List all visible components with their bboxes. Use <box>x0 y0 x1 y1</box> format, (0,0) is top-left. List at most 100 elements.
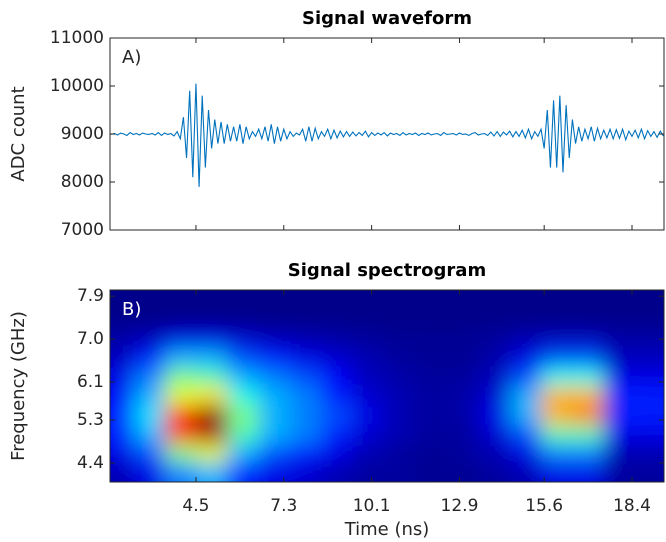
y-axis-label: Frequency (GHz) <box>8 311 29 461</box>
heat-cell <box>415 367 447 387</box>
heat-cell <box>133 367 165 387</box>
heat-cell <box>258 424 291 444</box>
heat-cell <box>321 367 353 387</box>
waveform-line <box>111 83 664 187</box>
heat-cell <box>572 290 604 330</box>
heat-cell <box>227 290 259 330</box>
heat-cell <box>227 348 259 368</box>
heat-cell <box>195 424 228 444</box>
heat-cell <box>258 405 291 425</box>
x-tick-label: 12.9 <box>441 496 479 516</box>
heat-cell <box>541 424 573 444</box>
heat-cell <box>572 329 604 349</box>
heat-cell <box>572 348 604 368</box>
heat-cell <box>258 386 291 406</box>
heat-cell <box>352 348 385 368</box>
spectrogram <box>110 290 664 482</box>
heat-cell <box>352 424 385 444</box>
heat-cell <box>572 424 604 444</box>
heat-cell <box>478 405 510 425</box>
heat-cell <box>164 386 196 406</box>
heat-cell <box>164 405 196 425</box>
heat-cell <box>352 329 385 349</box>
heat-cell <box>290 367 322 387</box>
heat-cell <box>227 405 259 425</box>
y-tick-label: 5.3 <box>77 410 104 430</box>
heat-cell <box>227 329 259 349</box>
heat-cell <box>258 443 291 463</box>
heat-cell <box>478 386 510 406</box>
heat-cell <box>603 290 664 330</box>
heat-cell <box>603 329 664 349</box>
heat-cell <box>258 348 291 368</box>
panel: 4.5 7.3 10.1 12.9 15.6 18.4 4.4 5.3 6.1 7.0 7.9 Sig… <box>8 260 665 540</box>
heat-cell <box>352 405 385 425</box>
heat-cell <box>415 348 447 368</box>
heat-cell <box>290 329 322 349</box>
heat-cell <box>195 329 228 349</box>
heat-cell <box>509 348 542 368</box>
heat-cell <box>603 405 664 425</box>
heat-cell <box>133 348 165 368</box>
heat-cell <box>195 367 228 387</box>
x-tick-label: 15.6 <box>525 496 563 516</box>
heat-cell <box>352 386 385 406</box>
heat-cell <box>384 443 416 463</box>
axes-box <box>109 37 665 231</box>
heat-cell <box>321 386 353 406</box>
heat-cell <box>603 424 664 444</box>
heat-cell <box>133 443 165 463</box>
heat-cell <box>352 290 385 330</box>
heat-cell <box>133 405 165 425</box>
heat-cell <box>541 367 573 387</box>
heat-cell <box>572 405 604 425</box>
heat-cell <box>321 424 353 444</box>
heat-cell <box>603 443 664 463</box>
y-tick-label: 4.4 <box>77 453 104 473</box>
heat-cell <box>478 424 510 444</box>
heat-cell <box>384 386 416 406</box>
heat-cell <box>321 443 353 463</box>
axes-box <box>109 289 665 483</box>
heat-cell <box>478 443 510 463</box>
heat-cell <box>478 367 510 387</box>
heat-cell <box>290 348 322 368</box>
heat-cell <box>352 367 385 387</box>
y-tick-label: 7.9 <box>77 286 104 306</box>
heat-cell <box>509 367 542 387</box>
heat-cell <box>384 348 416 368</box>
heat-cell <box>446 348 479 368</box>
heat-cell <box>195 348 228 368</box>
heat-cell <box>446 367 479 387</box>
heat-cell <box>258 329 291 349</box>
heat-cell <box>541 443 573 463</box>
y-tick-label: 7.0 <box>77 329 104 349</box>
heat-cell <box>133 290 165 330</box>
heat-cell <box>258 367 291 387</box>
heat-cell <box>195 386 228 406</box>
heat-cell <box>164 367 196 387</box>
heat-cell <box>227 367 259 387</box>
heat-cell <box>446 443 479 463</box>
heat-cell <box>133 329 165 349</box>
heat-cell <box>227 424 259 444</box>
heat-cell <box>509 424 542 444</box>
x-tick-label: 18.4 <box>613 496 651 516</box>
heat-cell <box>446 424 479 444</box>
heat-cell <box>446 386 479 406</box>
heat-cell <box>509 443 542 463</box>
panel-annotation: B) <box>122 299 141 320</box>
heat-cell <box>195 443 228 463</box>
heat-cell <box>321 329 353 349</box>
heat-cell <box>415 443 447 463</box>
heat-cell <box>164 329 196 349</box>
heat-cell <box>478 348 510 368</box>
heat-cell <box>509 290 542 330</box>
heat-cell <box>509 386 542 406</box>
heat-cell <box>446 290 479 330</box>
heat-cell <box>384 329 416 349</box>
heat-cell <box>509 405 542 425</box>
y-tick-label: 7000 <box>61 220 104 240</box>
heat-cell <box>603 348 664 368</box>
